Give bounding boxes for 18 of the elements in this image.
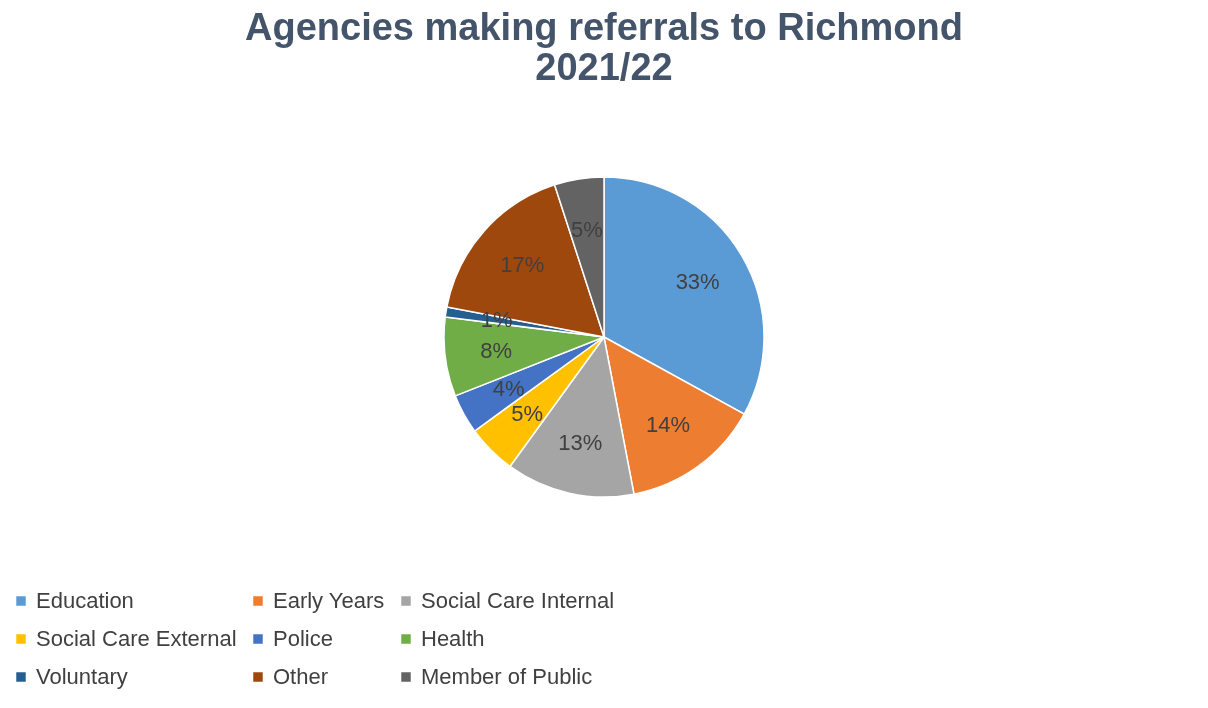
data-label: 33% bbox=[675, 268, 720, 294]
data-label: 13% bbox=[558, 430, 603, 456]
data-label: 5% bbox=[511, 400, 543, 426]
text: Agencies making referrals to Richmond bbox=[245, 6, 963, 48]
legend-label: Police bbox=[273, 626, 333, 651]
data-label: 17% bbox=[500, 252, 545, 278]
legend-label: Education bbox=[36, 588, 134, 613]
data-label: 4% bbox=[492, 376, 525, 402]
data-label: 8% bbox=[480, 337, 512, 363]
legend-label: Member of Public bbox=[421, 664, 593, 689]
legend-label: Health bbox=[421, 626, 485, 651]
legend-label: Social Care Internal bbox=[421, 588, 615, 613]
legend-label: Early Years bbox=[273, 588, 385, 613]
legend-label: Other bbox=[273, 664, 329, 689]
data-label: 14% bbox=[645, 412, 690, 438]
legend-label: Social Care External bbox=[36, 626, 237, 651]
legend-label: Voluntary bbox=[36, 664, 128, 689]
data-label: 1% bbox=[480, 306, 513, 332]
